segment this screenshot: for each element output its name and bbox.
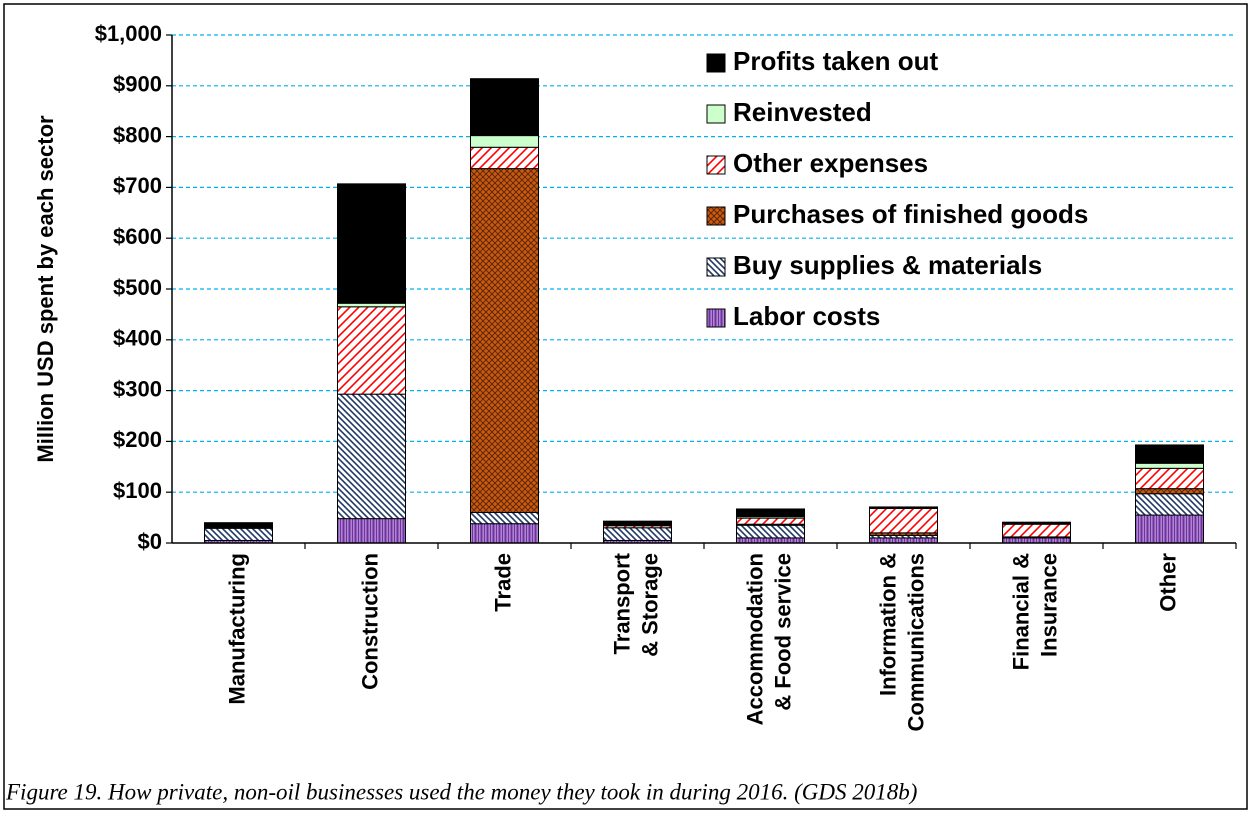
y-tick-label: $100 — [113, 478, 162, 503]
legend-label: Labor costs — [733, 301, 880, 331]
y-tick-label: $300 — [113, 376, 162, 401]
bar-segment — [337, 393, 406, 520]
bar-segment — [1135, 444, 1204, 464]
bar-segment — [337, 518, 406, 544]
bar-segment — [736, 524, 805, 539]
bar-segment — [736, 508, 805, 518]
legend-label: Profits taken out — [733, 46, 938, 76]
bar-segment — [1135, 488, 1204, 495]
x-tick-label: Transport & Storage — [609, 552, 662, 657]
legend-swatch — [706, 53, 726, 73]
bar-segment — [869, 507, 938, 534]
caption: Figure 19. How private, non-oil business… — [5, 779, 917, 804]
x-tick-label: Financial & Insurance — [1008, 553, 1061, 670]
legend-label: Purchases of finished goods — [733, 199, 1088, 229]
y-tick-label: $500 — [113, 275, 162, 300]
legend-label: Reinvested — [733, 97, 872, 127]
y-tick-label: $1,000 — [95, 21, 162, 46]
bar-segment — [470, 168, 539, 514]
bar-segment — [1002, 537, 1071, 544]
bar-segment — [1002, 523, 1071, 538]
bar-segment — [470, 523, 539, 544]
legend-swatch — [706, 104, 726, 124]
legend-label: Buy supplies & materials — [733, 250, 1042, 280]
x-tick-label: Trade — [490, 553, 515, 612]
y-tick-label: $800 — [113, 122, 162, 147]
bar-segment — [1002, 521, 1071, 525]
x-tick-label: Information & Communications — [875, 553, 928, 732]
bar-segment — [337, 306, 406, 395]
frame — [3, 3, 1248, 810]
bar-segment — [470, 78, 539, 137]
bar-segment — [869, 506, 938, 509]
bar-segment — [1135, 467, 1204, 490]
legend-swatch — [706, 308, 726, 328]
legend-swatch — [706, 206, 726, 226]
bar-segment — [470, 135, 539, 148]
legend-swatch — [706, 257, 726, 277]
bar-segment — [204, 527, 273, 541]
y-tick-label: $400 — [113, 326, 162, 351]
bar-segment — [603, 520, 672, 526]
y-tick-label: $700 — [113, 173, 162, 198]
bar-segment — [204, 522, 273, 528]
y-tick-label: $900 — [113, 72, 162, 97]
y-axis-label: Million USD spent by each sector — [33, 115, 58, 463]
x-tick-label: Accommodation & Food service — [742, 553, 795, 725]
x-tick-label: Construction — [357, 553, 382, 690]
bar-segment — [337, 302, 406, 308]
y-tick-label: $200 — [113, 427, 162, 452]
bar-segment — [736, 517, 805, 525]
bar-segment — [736, 537, 805, 544]
bar-segment — [337, 183, 406, 304]
bar-segment — [470, 146, 539, 170]
bar-segment — [470, 512, 539, 525]
bar-segment — [603, 527, 672, 541]
bar-segment — [1135, 514, 1204, 544]
legend-swatch — [706, 155, 726, 175]
bar-segment — [1135, 493, 1204, 516]
x-tick-label: Manufacturing — [224, 553, 249, 705]
bar-segment — [1135, 462, 1204, 469]
y-tick-label: $600 — [113, 224, 162, 249]
legend-label: Other expenses — [733, 148, 928, 178]
y-tick-label: $0 — [138, 529, 162, 554]
x-tick-label: Other — [1155, 553, 1180, 612]
bar-segment — [869, 537, 938, 544]
